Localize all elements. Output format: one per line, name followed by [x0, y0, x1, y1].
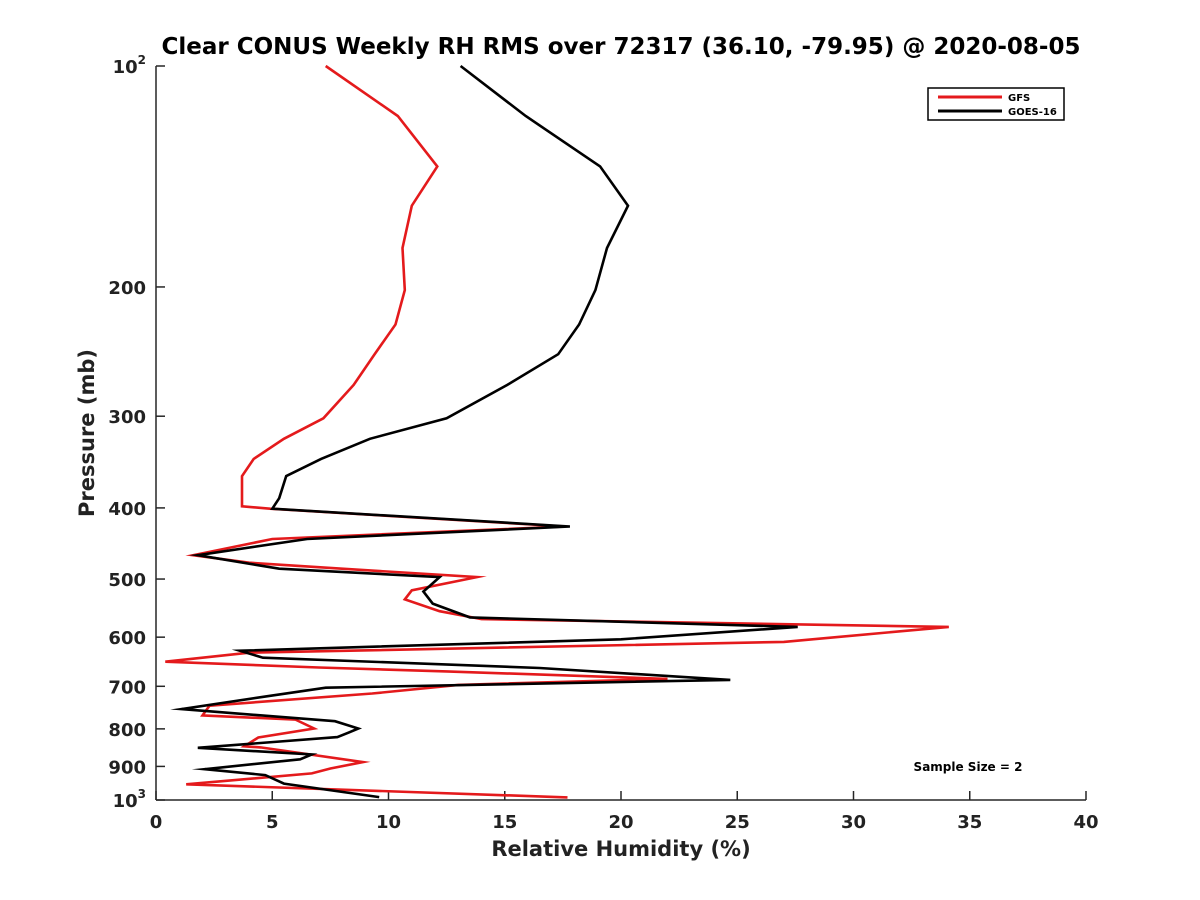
y-tick-label-base-0: 10 [113, 57, 138, 78]
y-tick-label-6: 700 [108, 677, 146, 698]
series-line-goes-16 [170, 64, 798, 799]
y-tick-label-base-9: 10 [113, 791, 138, 812]
y-tick-label-base-7: 800 [108, 720, 146, 741]
x-tick-label-0: 0 [150, 812, 163, 833]
legend-label-gfs: GFS [1008, 93, 1030, 104]
y-tick-label-3: 400 [108, 499, 146, 520]
y-tick-label-exponent-0: 2 [138, 53, 146, 67]
y-tick-label-2: 300 [108, 407, 146, 428]
y-tick-label-base-5: 600 [108, 628, 146, 649]
x-tick-label-2: 10 [376, 812, 401, 833]
chart-title: Clear CONUS Weekly RH RMS over 72317 (36… [162, 34, 1081, 60]
y-tick-label-9: 103 [113, 787, 146, 812]
legend: GFS GOES-16 [927, 87, 1065, 121]
y-tick-label-4: 500 [108, 570, 146, 591]
y-tick-label-5: 600 [108, 628, 146, 649]
x-axis-label: Relative Humidity (%) [491, 837, 750, 861]
y-tick-label-exponent-9: 3 [138, 787, 146, 801]
y-axis-label: Pressure (mb) [75, 349, 99, 517]
y-tick-label-7: 800 [108, 720, 146, 741]
x-tick-label-8: 40 [1073, 812, 1098, 833]
x-ticks: 0 5 10 15 20 25 30 35 40 [150, 791, 1099, 833]
series-layer [165, 64, 949, 799]
x-tick-label-7: 35 [957, 812, 982, 833]
y-tick-label-1: 200 [108, 278, 146, 299]
legend-label-goes-16: GOES-16 [1008, 107, 1057, 118]
y-tick-label-base-3: 400 [108, 499, 146, 520]
y-tick-label-base-8: 900 [108, 757, 146, 778]
x-tick-label-3: 15 [492, 812, 517, 833]
x-tick-label-1: 5 [266, 812, 279, 833]
series-line-gfs [165, 64, 949, 799]
y-tick-label-base-4: 500 [108, 570, 146, 591]
x-tick-label-6: 30 [841, 812, 866, 833]
y-tick-label-base-6: 700 [108, 677, 146, 698]
sample-size-annotation: Sample Size = 2 [914, 760, 1023, 774]
y-tick-label-8: 900 [108, 757, 146, 778]
y-tick-label-0: 102 [113, 53, 146, 78]
y-tick-label-base-1: 200 [108, 278, 146, 299]
x-tick-label-5: 25 [725, 812, 750, 833]
y-tick-label-base-2: 300 [108, 407, 146, 428]
x-tick-label-4: 20 [608, 812, 633, 833]
legend-box [927, 87, 1065, 121]
